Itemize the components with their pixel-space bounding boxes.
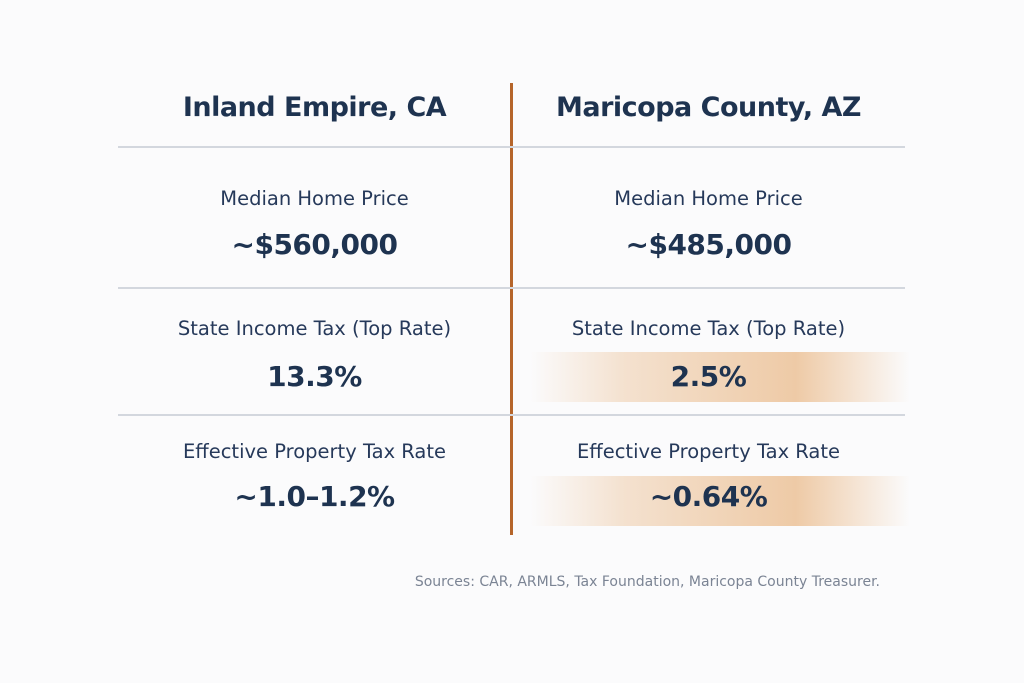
column-title: Inland Empire, CA <box>182 92 447 123</box>
column-divider <box>510 83 513 535</box>
row-label: Median Home Price <box>614 187 803 210</box>
row-divider <box>118 287 905 289</box>
column-title: Maricopa County, AZ <box>555 92 862 123</box>
row-label: Effective Property Tax Rate <box>182 440 447 463</box>
row-divider <box>118 414 905 416</box>
row-value: ~$485,000 <box>625 228 792 261</box>
row-value: ~1.0–1.2% <box>234 480 395 513</box>
row-label: Effective Property Tax Rate <box>576 440 841 463</box>
row-divider <box>118 146 905 148</box>
highlight-band-property-tax <box>530 476 910 526</box>
sources-note: Sources: CAR, ARMLS, Tax Foundation, Mar… <box>414 574 880 590</box>
highlight-band-income-tax <box>530 352 910 402</box>
row-label: State Income Tax (Top Rate) <box>177 317 452 340</box>
row-value: 13.3% <box>267 360 362 393</box>
row-label: State Income Tax (Top Rate) <box>571 317 846 340</box>
row-value: 2.5% <box>670 360 747 393</box>
row-value: ~$560,000 <box>231 228 398 261</box>
row-value: ~0.64% <box>649 480 768 513</box>
row-label: Median Home Price <box>220 187 409 210</box>
